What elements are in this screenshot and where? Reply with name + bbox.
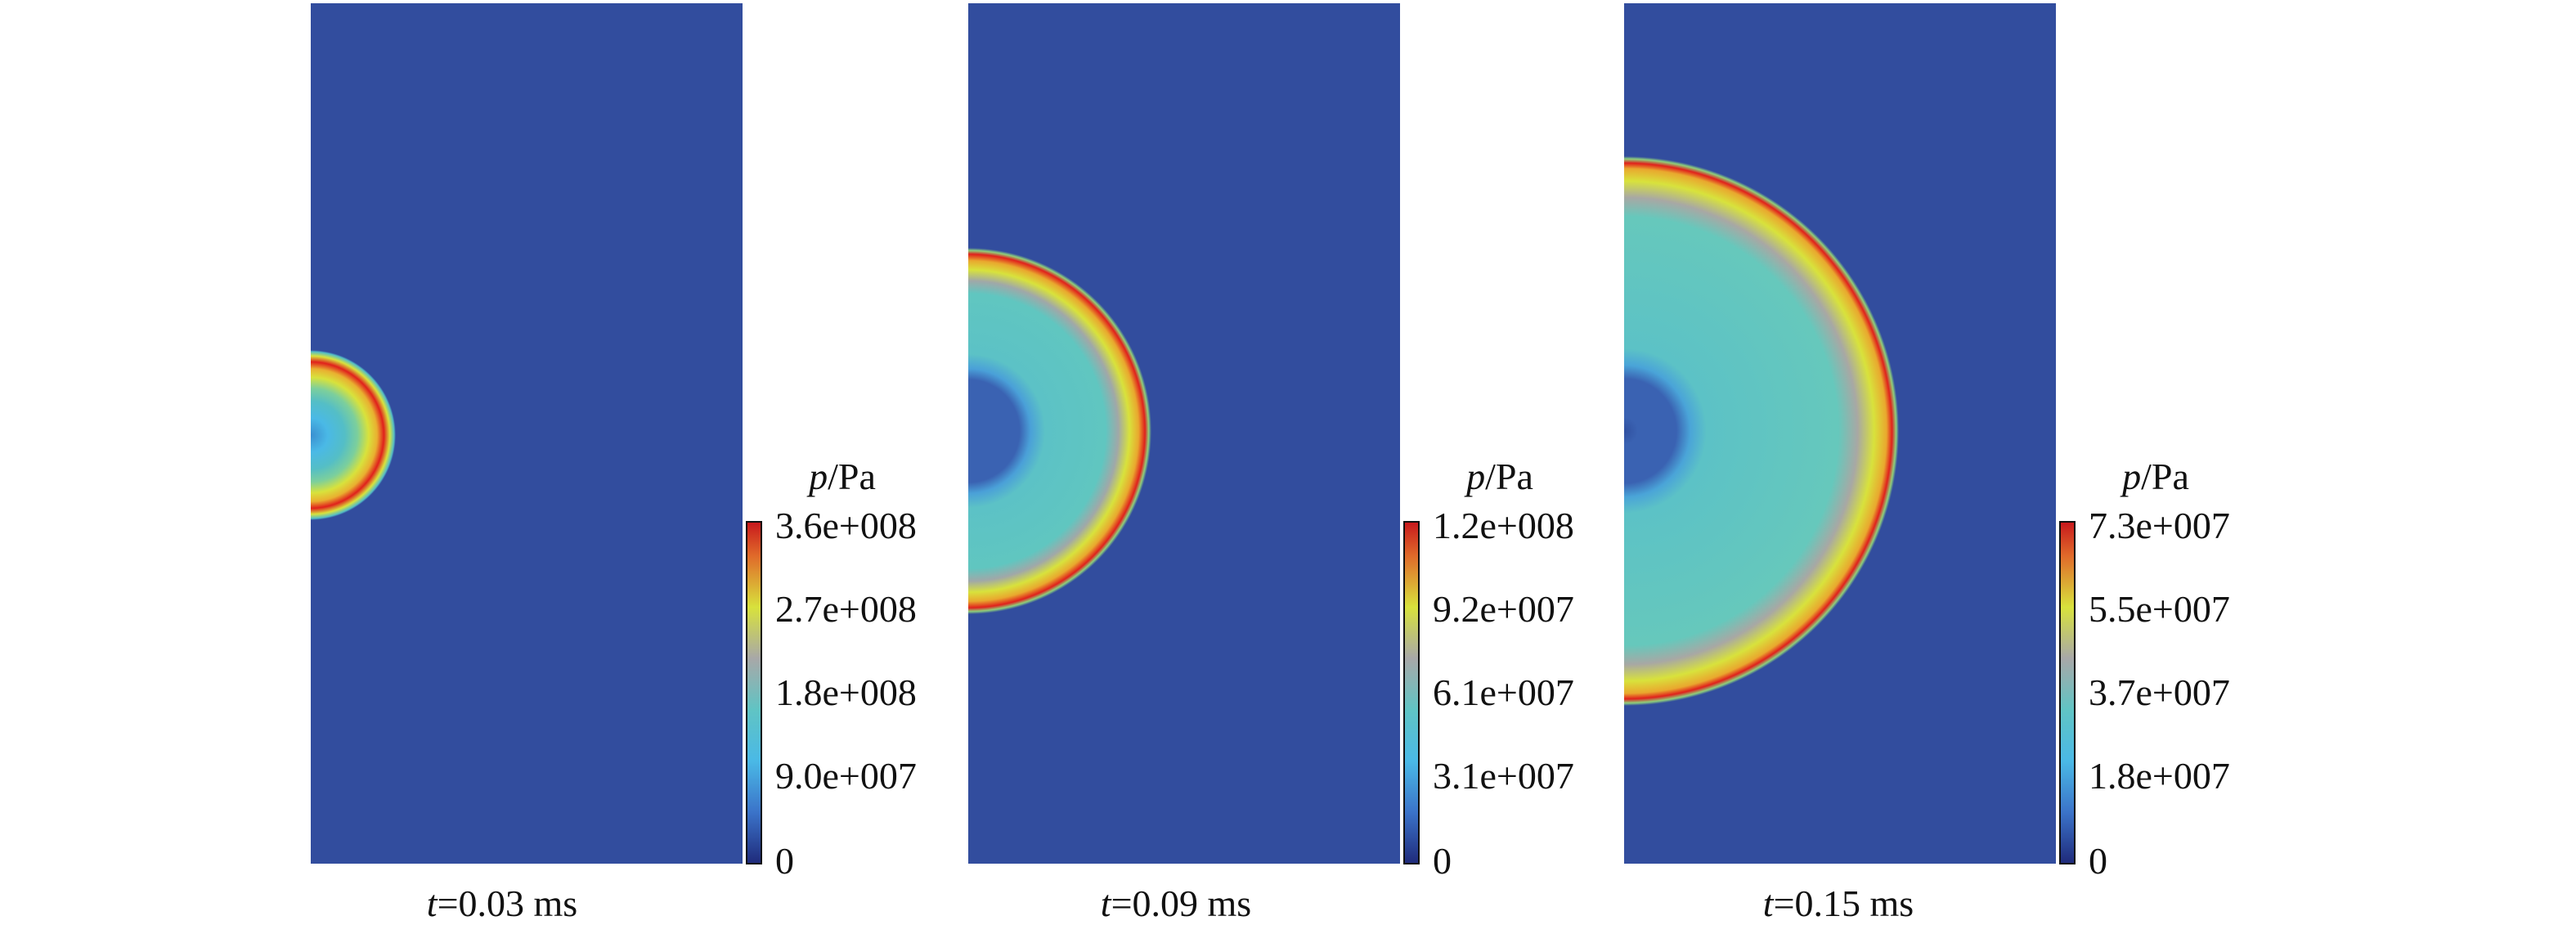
tick-label: 1.8e+007 (2089, 755, 2230, 797)
panel-2: p/Pa 1.2e+008 9.2e+007 6.1e+007 3.1e+007… (968, 3, 1574, 924)
tick-label: 0 (775, 840, 794, 882)
tick-label: 2.7e+008 (775, 588, 917, 630)
tick-label: 1.8e+008 (775, 671, 917, 713)
tick-label: 3.1e+007 (1433, 755, 1574, 797)
colorbar-1 (746, 521, 762, 864)
tick-label: 9.2e+007 (1433, 588, 1574, 630)
pressure-wave-2 (968, 248, 1151, 614)
tick-label: 5.5e+007 (2089, 588, 2230, 630)
tick-label: 6.1e+007 (1433, 671, 1574, 713)
pressure-wave-3 (1624, 156, 1899, 706)
tick-label: 0 (1433, 840, 1452, 882)
colorbar-unit-1: p/Pa (806, 456, 876, 497)
panel-1: p/Pa 3.6e+008 2.7e+008 1.8e+008 9.0e+007… (311, 3, 917, 924)
colorbar-unit-2: p/Pa (1464, 456, 1533, 497)
time-caption-2: t=0.09 ms (1101, 882, 1251, 924)
tick-label: 0 (2089, 840, 2107, 882)
pressure-wave-1 (311, 350, 396, 520)
tick-label: 1.2e+008 (1433, 505, 1574, 546)
panel-3: p/Pa 7.3e+007 5.5e+007 3.7e+007 1.8e+007… (1624, 3, 2230, 924)
tick-label: 3.6e+008 (775, 505, 917, 546)
tick-label: 3.7e+007 (2089, 671, 2230, 713)
colorbar-unit-3: p/Pa (2120, 456, 2189, 497)
time-caption-3: t=0.15 ms (1763, 882, 1914, 924)
colorbar-2 (1403, 521, 1420, 864)
tick-label: 7.3e+007 (2089, 505, 2230, 546)
tick-label: 9.0e+007 (775, 755, 917, 797)
time-caption-1: t=0.03 ms (427, 882, 577, 924)
colorbar-3 (2059, 521, 2076, 864)
